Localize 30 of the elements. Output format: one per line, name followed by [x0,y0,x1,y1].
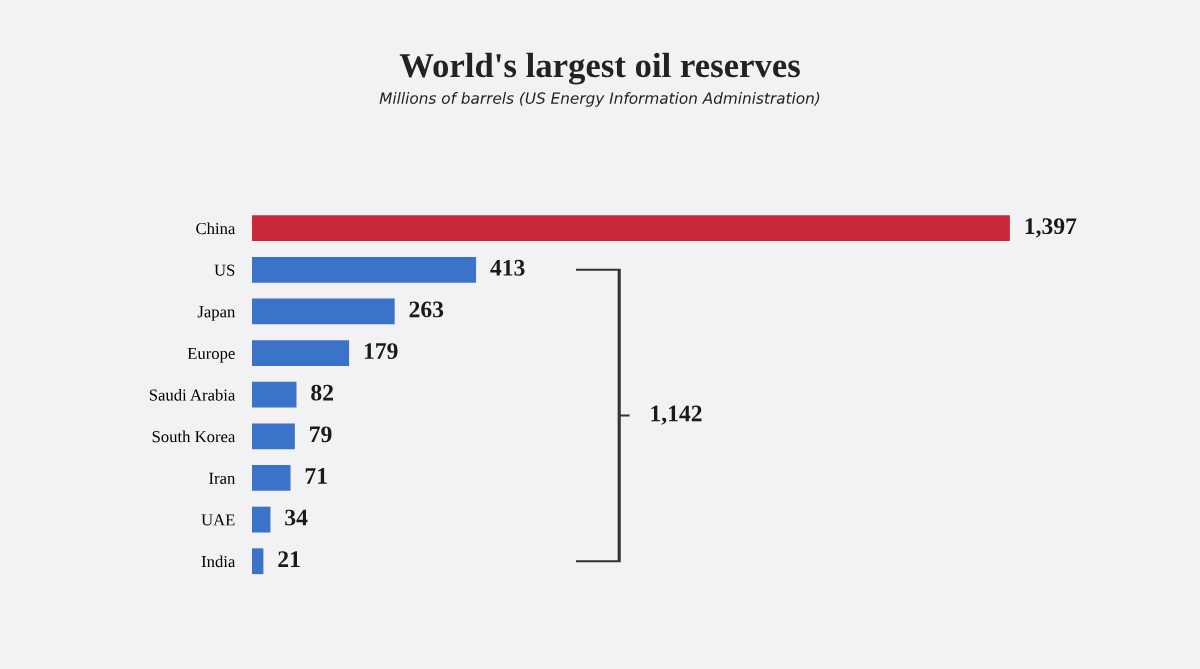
annotation: 1,142 [651,405,702,425]
bar [252,298,395,325]
y-tick-label: Iran [209,472,236,484]
chart-subtitle: Millions of barrels (US Energy Information Administration) [379,92,820,107]
bar [252,215,1010,242]
y-tick-label: UAE [201,514,235,526]
bar [252,465,291,491]
y-tick-label: Japan [197,306,236,321]
bar [252,506,271,533]
data-label: 79 [310,426,332,443]
bar [252,340,350,366]
y-tick-label: Saudi Arabia [149,388,236,401]
data-label: 34 [285,509,308,526]
bar [252,423,295,450]
bar [252,381,297,408]
data-label: 82 [311,384,333,401]
chart-title: World's largest oil reserves [399,52,800,85]
data-label: 179 [364,343,398,359]
data-label: 71 [305,468,327,484]
y-tick-label: China [196,222,236,235]
y-tick-label: Europe [187,347,235,363]
data-label: 413 [490,259,525,276]
y-tick-label: South Korea [152,430,236,443]
data-label: 263 [409,301,444,318]
data-label: 21 [278,551,300,567]
y-tick-label: India [201,555,236,568]
data-label: 1,397 [1025,218,1077,238]
bar [252,548,264,575]
bar [252,256,477,283]
y-tick-label: US [214,264,235,276]
